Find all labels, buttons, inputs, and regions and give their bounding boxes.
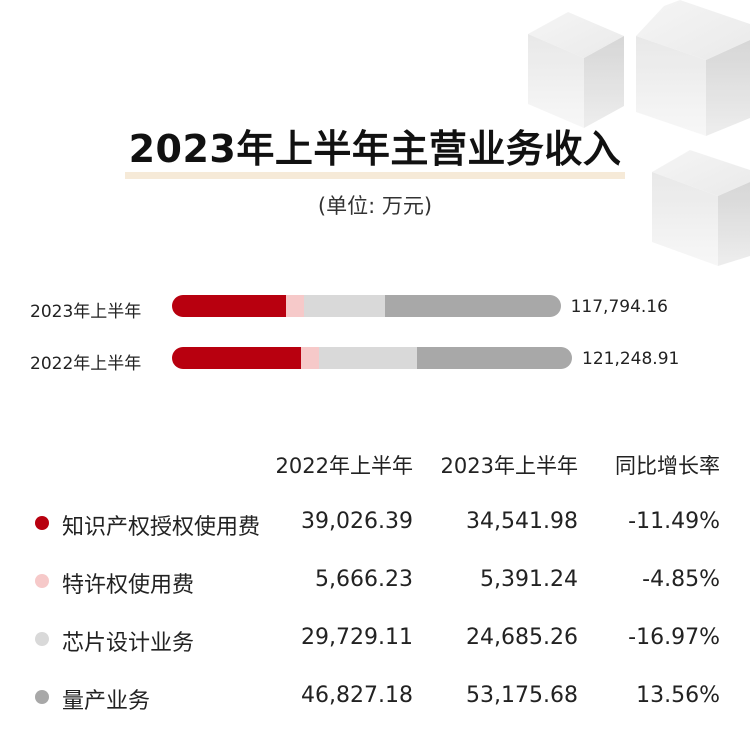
stacked-bar xyxy=(172,295,561,317)
legend-dot xyxy=(35,690,49,704)
row-label: 芯片设计业务 xyxy=(62,631,195,656)
value-2023: 24,685.26 xyxy=(466,625,578,650)
bar-row-2023: 2023年上半年 117,794.16 xyxy=(0,295,750,322)
legend-dot xyxy=(35,632,49,646)
growth-rate: -4.85% xyxy=(642,567,720,592)
legend-dot xyxy=(35,516,49,530)
value-2022: 5,666.23 xyxy=(315,567,413,592)
value-2022: 29,729.11 xyxy=(301,625,413,650)
unit-label: (单位: 万元) xyxy=(317,194,433,218)
bar-category-label: 2022年上半年 xyxy=(30,354,142,374)
value-2023: 34,541.98 xyxy=(466,509,578,534)
chart-title: 2023年上半年主营业务收入 xyxy=(124,118,626,179)
segment-ip-license xyxy=(172,347,301,369)
segment-license xyxy=(285,295,304,317)
growth-rate: -11.49% xyxy=(628,509,720,534)
bar-category-label: 2023年上半年 xyxy=(30,302,142,322)
row-label: 量产业务 xyxy=(62,689,151,714)
bar-total-label: 117,794.16 xyxy=(570,297,668,317)
row-label: 知识产权授权使用费 xyxy=(62,515,261,540)
growth-rate: 13.56% xyxy=(636,683,720,708)
growth-rate: -16.97% xyxy=(628,625,720,650)
bar-total-label: 121,248.91 xyxy=(582,349,680,369)
stacked-bar xyxy=(172,347,572,369)
value-2023: 5,391.24 xyxy=(480,567,578,592)
value-2023: 53,175.68 xyxy=(466,683,578,708)
header-2023: 2023年上半年 xyxy=(440,454,578,478)
segment-chip-design xyxy=(303,295,386,317)
legend-dot xyxy=(35,574,49,588)
header-growth: 同比增长率 xyxy=(615,454,720,478)
segment-mass-production xyxy=(417,347,572,369)
segment-mass-production xyxy=(385,295,561,317)
bar-row-2022: 2022年上半年 121,248.91 xyxy=(0,347,750,374)
value-2022: 46,827.18 xyxy=(301,683,413,708)
segment-ip-license xyxy=(172,295,286,317)
segment-chip-design xyxy=(319,347,418,369)
row-label: 特许权使用费 xyxy=(62,573,195,598)
header-2022: 2022年上半年 xyxy=(275,454,413,478)
cube-shape xyxy=(528,12,624,128)
segment-license xyxy=(300,347,320,369)
value-2022: 39,026.39 xyxy=(301,509,413,534)
cube-shape xyxy=(636,0,750,136)
